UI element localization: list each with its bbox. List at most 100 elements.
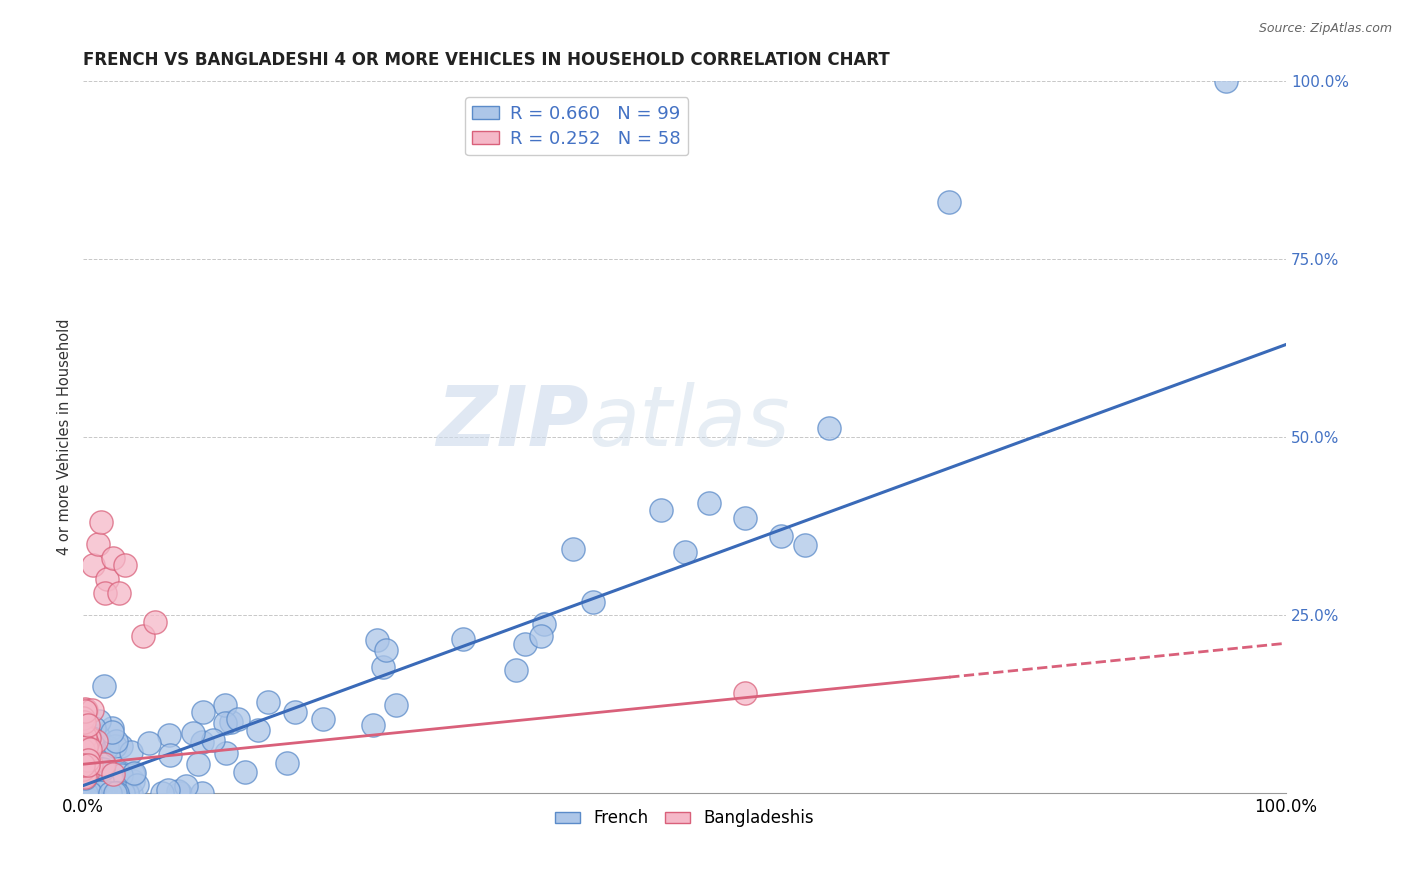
- Point: [73, 704, 96, 718]
- Point: [650, 503, 672, 517]
- Legend: French, Bangladeshis: French, Bangladeshis: [548, 803, 821, 834]
- Point: [734, 686, 756, 700]
- Point: [73, 786, 96, 800]
- Point: [72, 786, 94, 800]
- Point: [75, 786, 97, 800]
- Point: [87, 761, 110, 775]
- Point: [256, 695, 278, 709]
- Point: [214, 698, 236, 712]
- Point: [105, 786, 128, 800]
- Point: [80, 786, 103, 800]
- Point: [79, 786, 101, 800]
- Point: [100, 725, 122, 739]
- Point: [101, 721, 124, 735]
- Point: [697, 496, 720, 510]
- Point: [375, 642, 398, 657]
- Point: [157, 728, 180, 742]
- Point: [176, 779, 198, 793]
- Point: [114, 558, 136, 572]
- Point: [214, 716, 236, 731]
- Point: [107, 766, 129, 780]
- Point: [79, 751, 101, 765]
- Point: [75, 738, 97, 752]
- Point: [79, 742, 101, 756]
- Point: [91, 762, 114, 776]
- Point: [120, 746, 142, 760]
- Text: FRENCH VS BANGLADESHI 4 OR MORE VEHICLES IN HOUSEHOLD CORRELATION CHART: FRENCH VS BANGLADESHI 4 OR MORE VEHICLES…: [83, 51, 890, 69]
- Point: [98, 786, 121, 800]
- Point: [793, 537, 815, 551]
- Point: [104, 739, 127, 753]
- Point: [150, 786, 173, 800]
- Point: [79, 745, 101, 759]
- Point: [132, 629, 155, 643]
- Point: [73, 730, 96, 744]
- Point: [115, 786, 138, 800]
- Point: [82, 558, 104, 572]
- Point: [90, 516, 112, 530]
- Point: [77, 753, 100, 767]
- Point: [93, 680, 115, 694]
- Point: [769, 529, 792, 543]
- Point: [93, 757, 115, 772]
- Point: [187, 757, 209, 772]
- Point: [169, 786, 191, 800]
- Point: [191, 705, 214, 719]
- Point: [80, 776, 103, 790]
- Point: [181, 725, 204, 739]
- Point: [562, 541, 585, 556]
- Point: [75, 703, 97, 717]
- Point: [73, 758, 96, 772]
- Point: [82, 773, 104, 788]
- Point: [76, 736, 98, 750]
- Point: [125, 778, 148, 792]
- Point: [734, 511, 756, 525]
- Point: [103, 550, 125, 565]
- Point: [72, 762, 94, 776]
- Point: [72, 754, 94, 768]
- Point: [145, 615, 167, 629]
- Point: [110, 767, 132, 781]
- Point: [215, 746, 238, 760]
- Point: [505, 663, 527, 677]
- Point: [80, 736, 103, 750]
- Point: [75, 770, 97, 784]
- Point: [202, 732, 225, 747]
- Point: [159, 747, 181, 762]
- Point: [246, 723, 269, 737]
- Point: [76, 781, 98, 796]
- Point: [82, 731, 104, 745]
- Point: [191, 735, 214, 749]
- Point: [73, 786, 96, 800]
- Point: [101, 767, 124, 781]
- Point: [77, 731, 100, 745]
- Point: [138, 735, 160, 749]
- Point: [104, 786, 127, 800]
- Point: [82, 702, 104, 716]
- Point: [384, 698, 406, 712]
- Point: [75, 728, 97, 742]
- Point: [75, 702, 97, 716]
- Point: [72, 769, 94, 783]
- Point: [76, 767, 98, 781]
- Point: [366, 633, 388, 648]
- Point: [120, 786, 142, 800]
- Point: [76, 756, 98, 771]
- Point: [166, 784, 188, 798]
- Point: [77, 758, 100, 772]
- Point: [72, 758, 94, 772]
- Point: [72, 758, 94, 772]
- Point: [513, 637, 536, 651]
- Point: [122, 767, 145, 781]
- Point: [75, 786, 97, 800]
- Point: [938, 195, 960, 210]
- Text: ZIP: ZIP: [436, 383, 589, 463]
- Point: [80, 757, 103, 772]
- Point: [157, 783, 180, 797]
- Point: [451, 632, 474, 646]
- Point: [276, 756, 298, 771]
- Text: atlas: atlas: [589, 383, 790, 463]
- Text: Source: ZipAtlas.com: Source: ZipAtlas.com: [1258, 22, 1392, 36]
- Point: [76, 747, 98, 762]
- Point: [104, 734, 127, 748]
